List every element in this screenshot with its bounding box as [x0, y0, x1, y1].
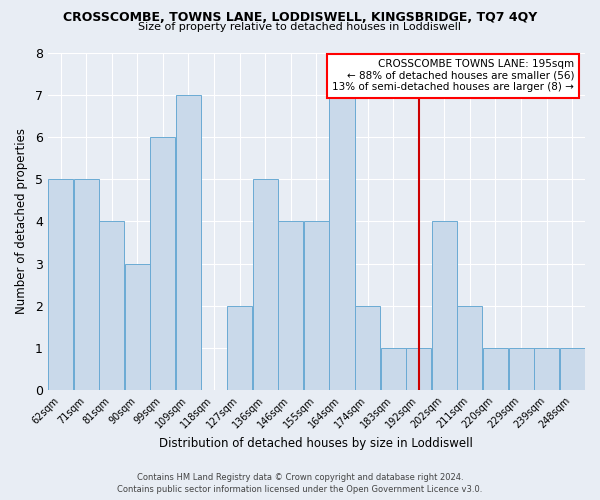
Text: Contains HM Land Registry data © Crown copyright and database right 2024.
Contai: Contains HM Land Registry data © Crown c… [118, 472, 482, 494]
Bar [253, 179, 278, 390]
Bar [48, 179, 73, 390]
Bar [432, 222, 457, 390]
Bar [304, 222, 329, 390]
Bar [99, 222, 124, 390]
Bar [151, 137, 175, 390]
Bar [278, 222, 304, 390]
Bar [125, 264, 150, 390]
Text: CROSSCOMBE, TOWNS LANE, LODDISWELL, KINGSBRIDGE, TQ7 4QY: CROSSCOMBE, TOWNS LANE, LODDISWELL, KING… [63, 11, 537, 24]
Bar [176, 94, 201, 391]
Bar [74, 179, 99, 390]
Text: CROSSCOMBE TOWNS LANE: 195sqm
← 88% of detached houses are smaller (56)
13% of s: CROSSCOMBE TOWNS LANE: 195sqm ← 88% of d… [332, 60, 574, 92]
X-axis label: Distribution of detached houses by size in Loddiswell: Distribution of detached houses by size … [160, 437, 473, 450]
Y-axis label: Number of detached properties: Number of detached properties [15, 128, 28, 314]
Bar [560, 348, 585, 391]
Bar [329, 94, 355, 391]
Bar [406, 348, 431, 391]
Bar [355, 306, 380, 390]
Text: Size of property relative to detached houses in Loddiswell: Size of property relative to detached ho… [139, 22, 461, 32]
Bar [483, 348, 508, 391]
Bar [534, 348, 559, 391]
Bar [457, 306, 482, 390]
Bar [380, 348, 406, 391]
Bar [509, 348, 533, 391]
Bar [227, 306, 252, 390]
